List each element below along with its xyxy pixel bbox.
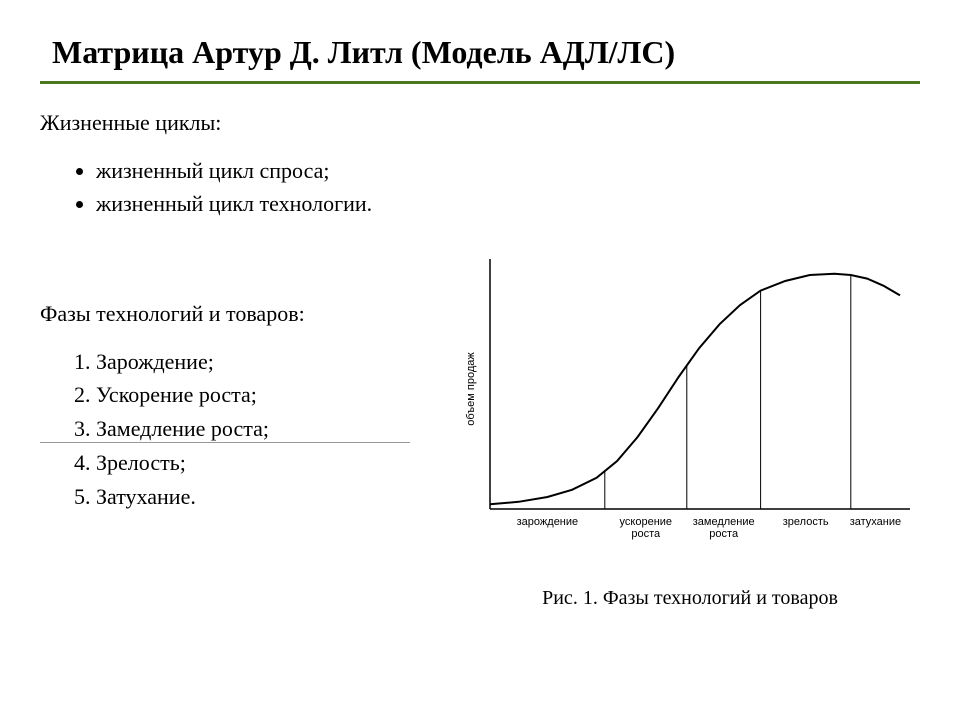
- svg-text:объем продаж: объем продаж: [465, 352, 477, 426]
- phases-list: Зарождение; Ускорение роста; Замедление …: [96, 347, 450, 511]
- list-item: Ускорение роста;: [96, 380, 450, 410]
- svg-text:зрелость: зрелость: [783, 516, 829, 528]
- svg-text:зарождение: зарождение: [517, 516, 579, 528]
- list-item: жизненный цикл спроса;: [96, 156, 920, 186]
- svg-text:роста: роста: [709, 528, 739, 540]
- title-rule: [40, 81, 920, 84]
- list-item: жизненный цикл технологии.: [96, 189, 920, 219]
- lifecycle-chart: объем продажзарождениеускорениеростазаме…: [450, 249, 920, 569]
- slide: Матрица Артур Д. Литл (Модель АДЛ/ЛС) Жи…: [0, 0, 960, 720]
- cycles-list: жизненный цикл спроса; жизненный цикл те…: [96, 156, 920, 219]
- body: Жизненные циклы: жизненный цикл спроса; …: [40, 108, 920, 612]
- list-item: Замедление роста;: [96, 414, 450, 444]
- cycles-heading: Жизненные циклы:: [40, 108, 920, 138]
- svg-text:ускорение: ускорение: [620, 516, 673, 528]
- svg-text:роста: роста: [631, 528, 661, 540]
- svg-text:замедление: замедление: [693, 516, 755, 528]
- phases-heading: Фазы технологий и товаров:: [40, 299, 450, 329]
- mid-divider: [40, 442, 410, 443]
- page-title: Матрица Артур Д. Литл (Модель АДЛ/ЛС): [52, 34, 920, 71]
- list-item: Зрелость;: [96, 448, 450, 478]
- figure-caption: Рис. 1. Фазы технологий и товаров: [460, 585, 920, 612]
- list-item: Затухание.: [96, 482, 450, 512]
- svg-text:затухание: затухание: [850, 516, 901, 528]
- list-item: Зарождение;: [96, 347, 450, 377]
